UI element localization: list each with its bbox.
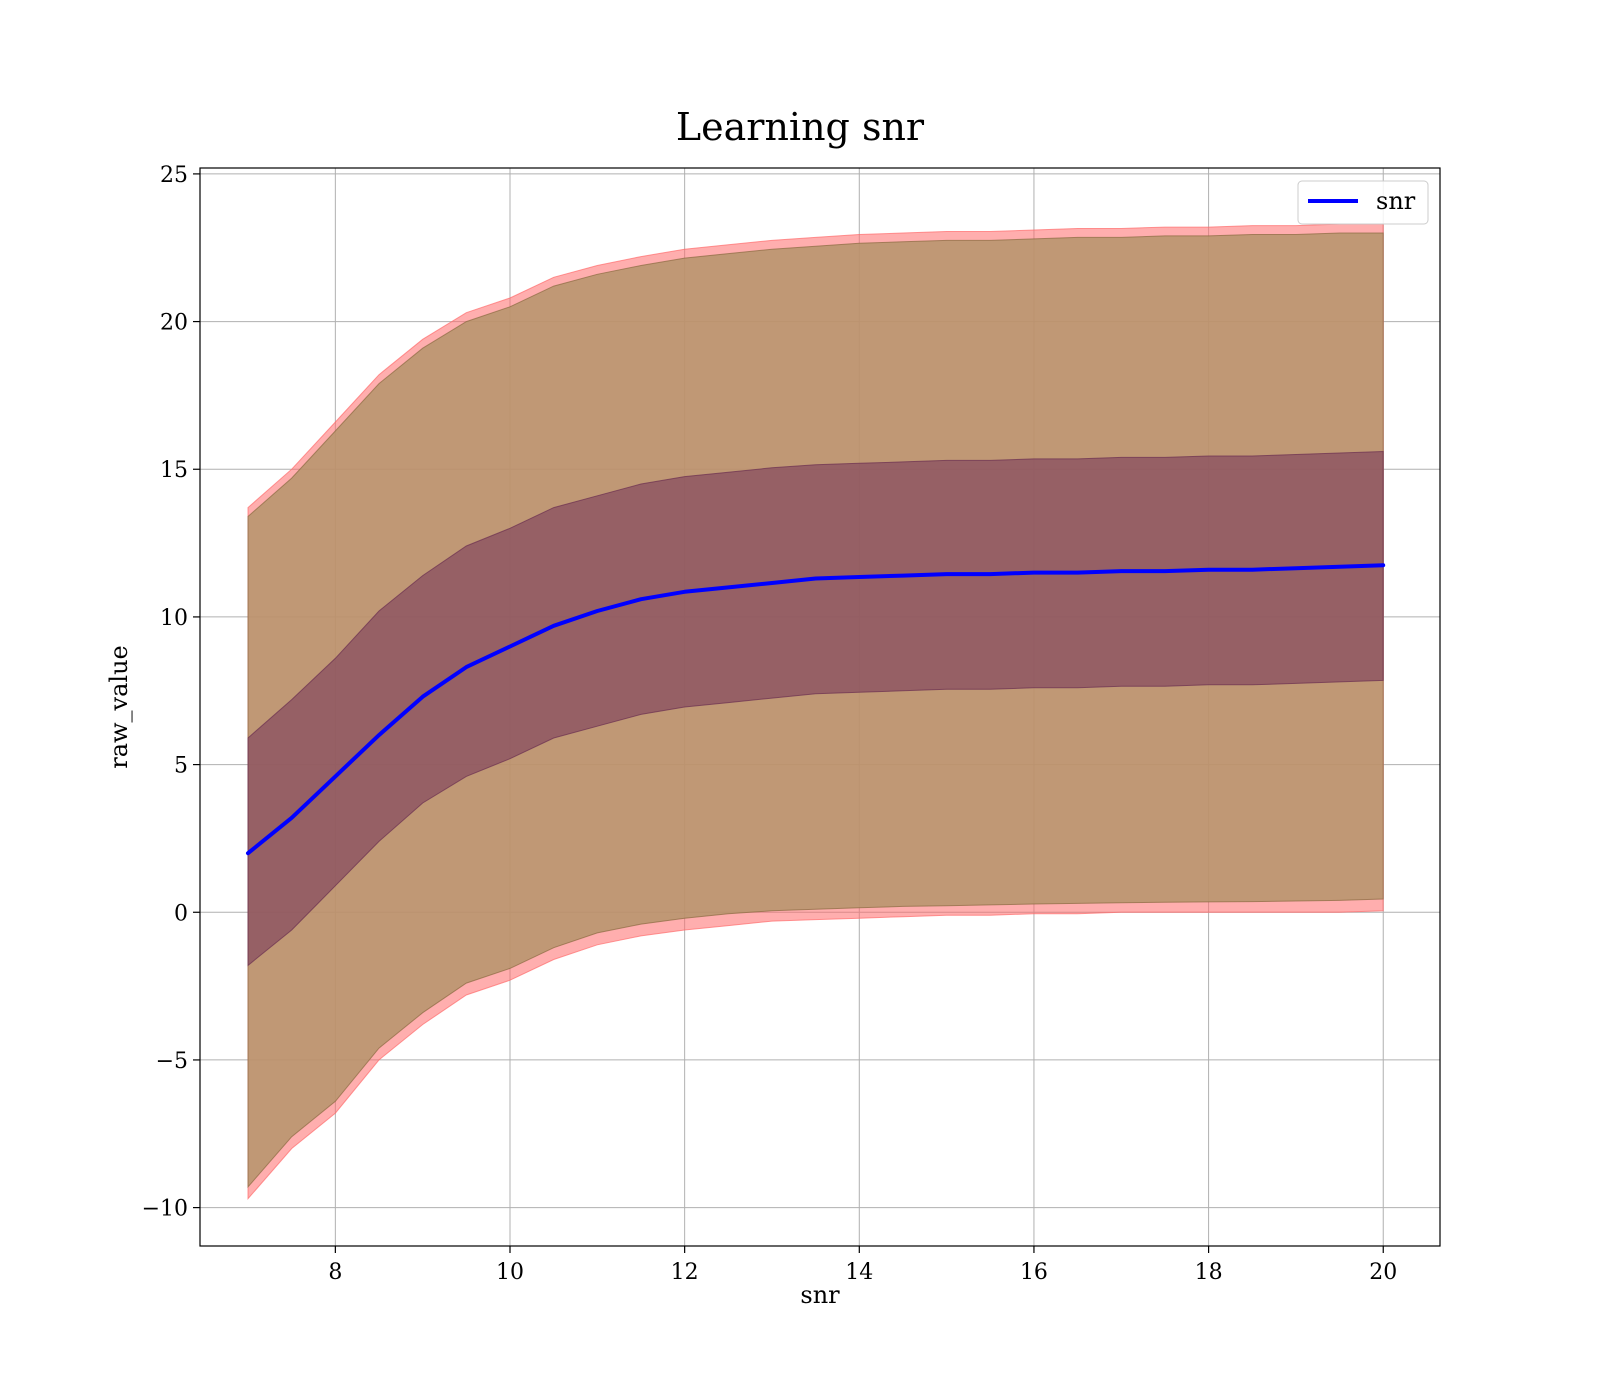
y-tick-label: −10 (142, 1197, 188, 1222)
legend-label-snr: snr (1376, 187, 1416, 215)
series-lines (246, 563, 1386, 856)
x-tick-label: 10 (496, 1260, 524, 1285)
y-tick-label: 10 (160, 606, 188, 631)
x-tick-label: 16 (1020, 1260, 1048, 1285)
y-tick-label: −5 (156, 1049, 188, 1074)
band-inner (247, 450, 1384, 967)
x-tick-label: 20 (1369, 1260, 1397, 1285)
y-tick-label: 15 (160, 458, 188, 483)
y-tick-label: 20 (160, 311, 188, 336)
y-axis-ticks: −10 −5 0 5 10 15 20 25 (142, 163, 200, 1222)
legend: snr (1297, 180, 1429, 225)
series-line-snr (246, 563, 1386, 856)
y-tick-label: 25 (160, 163, 188, 188)
x-axis-label: snr (800, 1281, 840, 1309)
confidence-bands (247, 223, 1384, 1201)
chart-title: Learning snr (676, 105, 925, 149)
x-tick-label: 14 (845, 1260, 873, 1285)
legend-box (1297, 180, 1429, 225)
y-tick-label: 5 (174, 754, 188, 779)
x-tick-label: 18 (1195, 1260, 1223, 1285)
y-tick-label: 0 (174, 901, 188, 926)
x-tick-label: 8 (328, 1260, 342, 1285)
y-axis-label: raw_value (105, 645, 133, 769)
x-tick-label: 12 (671, 1260, 699, 1285)
x-axis-ticks: 8 10 12 14 16 18 20 (328, 1246, 1397, 1285)
plot-frame (199, 167, 1441, 1247)
